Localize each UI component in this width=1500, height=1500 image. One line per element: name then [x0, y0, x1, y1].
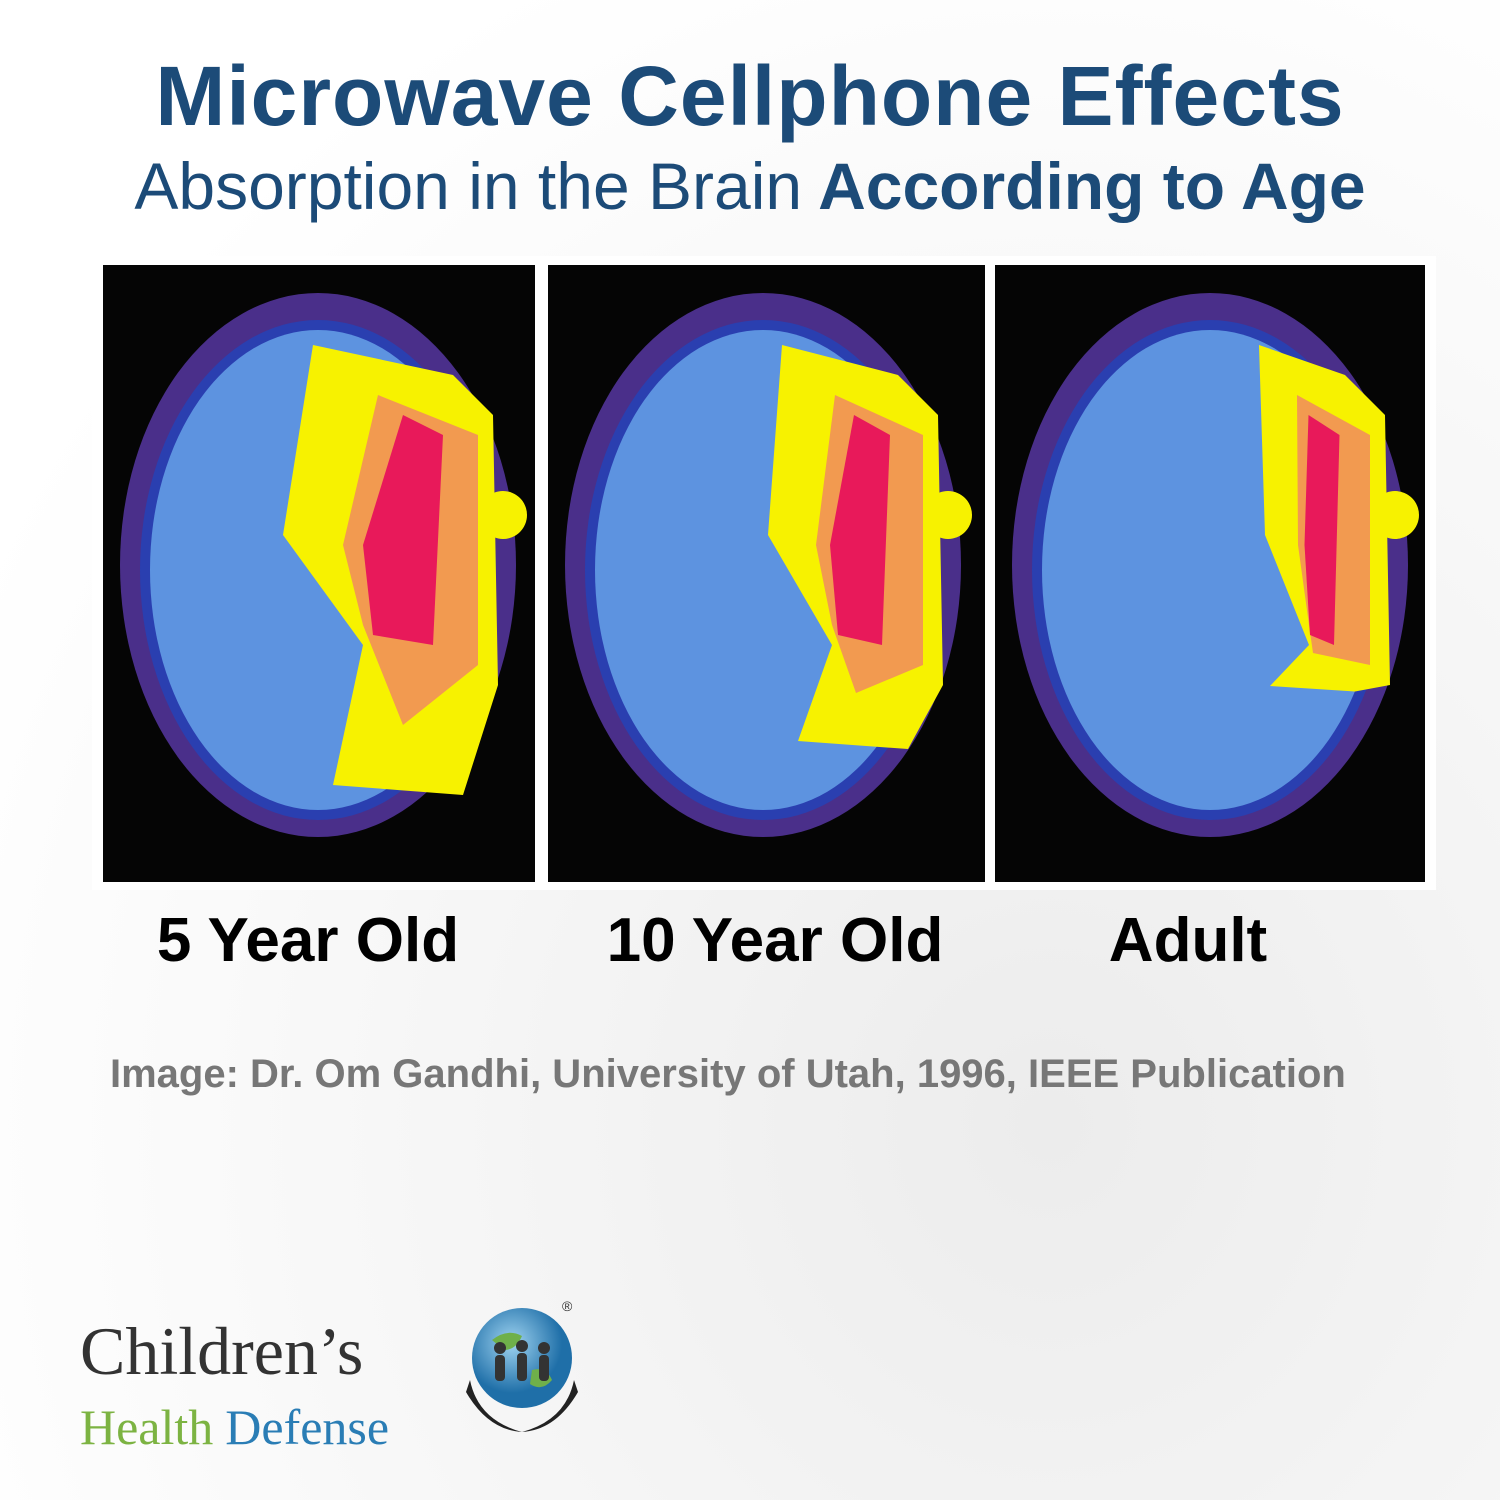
logo-line1: Children’s — [80, 1313, 364, 1389]
scan-image — [1012, 293, 1419, 837]
panel-label: 10 Year Old — [606, 906, 944, 975]
scan-image — [120, 293, 527, 837]
logo-line2: Health Defense — [80, 1398, 389, 1456]
scan-panel — [548, 265, 985, 882]
subtitle: Absorption in the Brain According to Age — [0, 148, 1500, 224]
panel-label: Adult — [1108, 906, 1268, 975]
logo-health: Health — [80, 1399, 214, 1455]
scan-panel — [103, 265, 535, 882]
subtitle-regular: Absorption in the Brain — [134, 149, 803, 223]
panel-label: 5 Year Old — [156, 906, 460, 975]
title: Microwave Cellphone Effects — [155, 49, 1345, 143]
logo-globe — [466, 1308, 578, 1432]
logo-defense: Defense — [225, 1399, 390, 1455]
logo-registered: ® — [562, 1298, 573, 1314]
scan-image — [565, 293, 972, 837]
credit: Image: Dr. Om Gandhi, University of Utah… — [110, 1052, 1346, 1096]
scan-panel — [995, 265, 1425, 882]
subtitle-bold: According to Age — [818, 149, 1366, 223]
